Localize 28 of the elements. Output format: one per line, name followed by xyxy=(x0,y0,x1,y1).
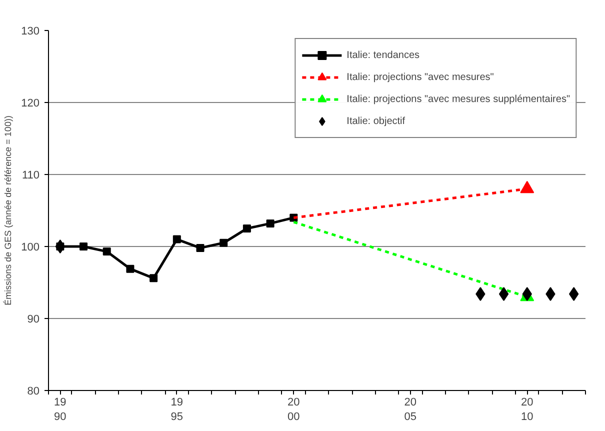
y-tick-label: 120 xyxy=(21,98,40,110)
x-tick-label: 20 00 xyxy=(288,396,300,423)
x-tick-label: 20 05 xyxy=(404,396,417,423)
y-tick-label: 110 xyxy=(22,170,40,182)
x-tick-label: 20 10 xyxy=(521,396,534,423)
y-tick-label: 100 xyxy=(21,242,40,254)
point xyxy=(55,240,66,254)
point xyxy=(172,235,181,244)
x-tick-label: 19 90 xyxy=(54,396,66,423)
point xyxy=(102,248,111,256)
y-axis-title: Émissions de GES (année de référence = 100)) xyxy=(3,116,14,306)
point xyxy=(220,238,228,247)
y-tick-label: 90 xyxy=(27,314,40,326)
point xyxy=(266,219,274,228)
point xyxy=(196,244,204,252)
legend-label: Italie: projections "avec mesures" xyxy=(346,70,494,84)
legend-label: Italie: objectif xyxy=(346,114,406,128)
point xyxy=(242,224,251,232)
point xyxy=(80,242,88,250)
legend-label: Italie: projections "avec mesures supplémentaires" xyxy=(346,92,570,106)
y-tick-label: 80 xyxy=(27,386,40,398)
point xyxy=(568,287,579,302)
y-tick-label: 130 xyxy=(21,26,40,38)
point xyxy=(126,264,134,273)
point xyxy=(498,287,509,302)
x-tick-label: 19 95 xyxy=(170,396,184,423)
point xyxy=(150,274,158,282)
legend-label: Italie: tendances xyxy=(346,48,420,62)
